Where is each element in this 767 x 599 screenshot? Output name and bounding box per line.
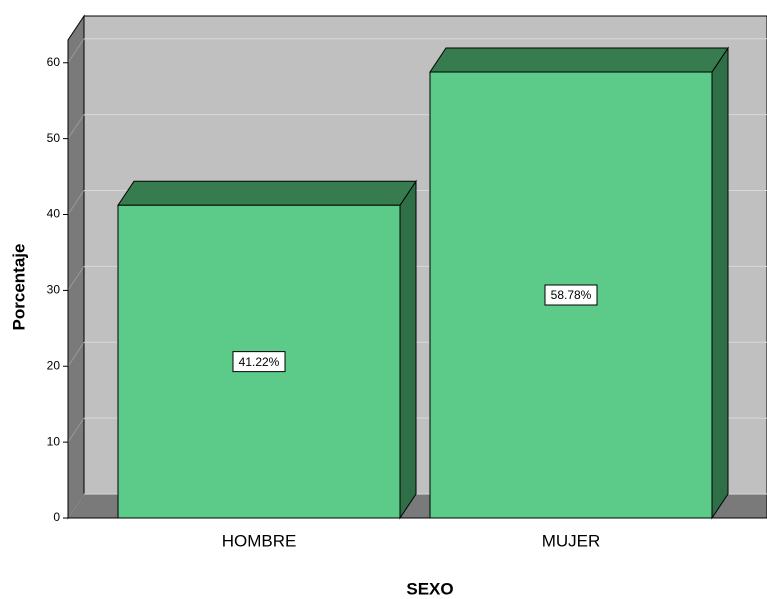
y-axis-title: Porcentaje bbox=[9, 244, 28, 331]
x-tick-label: MUJER bbox=[542, 531, 601, 550]
y-tick-label: 60 bbox=[47, 55, 61, 69]
grid-line bbox=[67, 493, 85, 519]
grid-line bbox=[67, 190, 85, 215]
y-tick-label: 0 bbox=[53, 510, 60, 524]
left-wall bbox=[67, 14, 85, 520]
grid-line bbox=[67, 114, 85, 139]
y-tick-label: 40 bbox=[47, 207, 61, 221]
x-tick-label: HOMBRE bbox=[222, 531, 297, 550]
value-label: 41.22% bbox=[239, 355, 280, 369]
grid-line bbox=[67, 266, 85, 291]
y-tick-label: 10 bbox=[47, 434, 61, 448]
bar-top bbox=[429, 47, 729, 73]
bar-side bbox=[711, 46, 729, 520]
value-label-box bbox=[232, 351, 286, 373]
bar-top bbox=[117, 180, 417, 206]
grid-line bbox=[67, 341, 85, 367]
value-label-box bbox=[544, 284, 598, 306]
y-tick-label: 30 bbox=[47, 283, 61, 297]
y-tick-label: 50 bbox=[47, 131, 61, 145]
y-tick-label: 20 bbox=[47, 358, 61, 372]
x-axis-title: SEXO bbox=[406, 579, 453, 598]
grid-line bbox=[67, 38, 85, 64]
bar-side bbox=[399, 179, 417, 520]
value-label: 58.78% bbox=[551, 288, 592, 302]
grid-line bbox=[67, 417, 85, 443]
